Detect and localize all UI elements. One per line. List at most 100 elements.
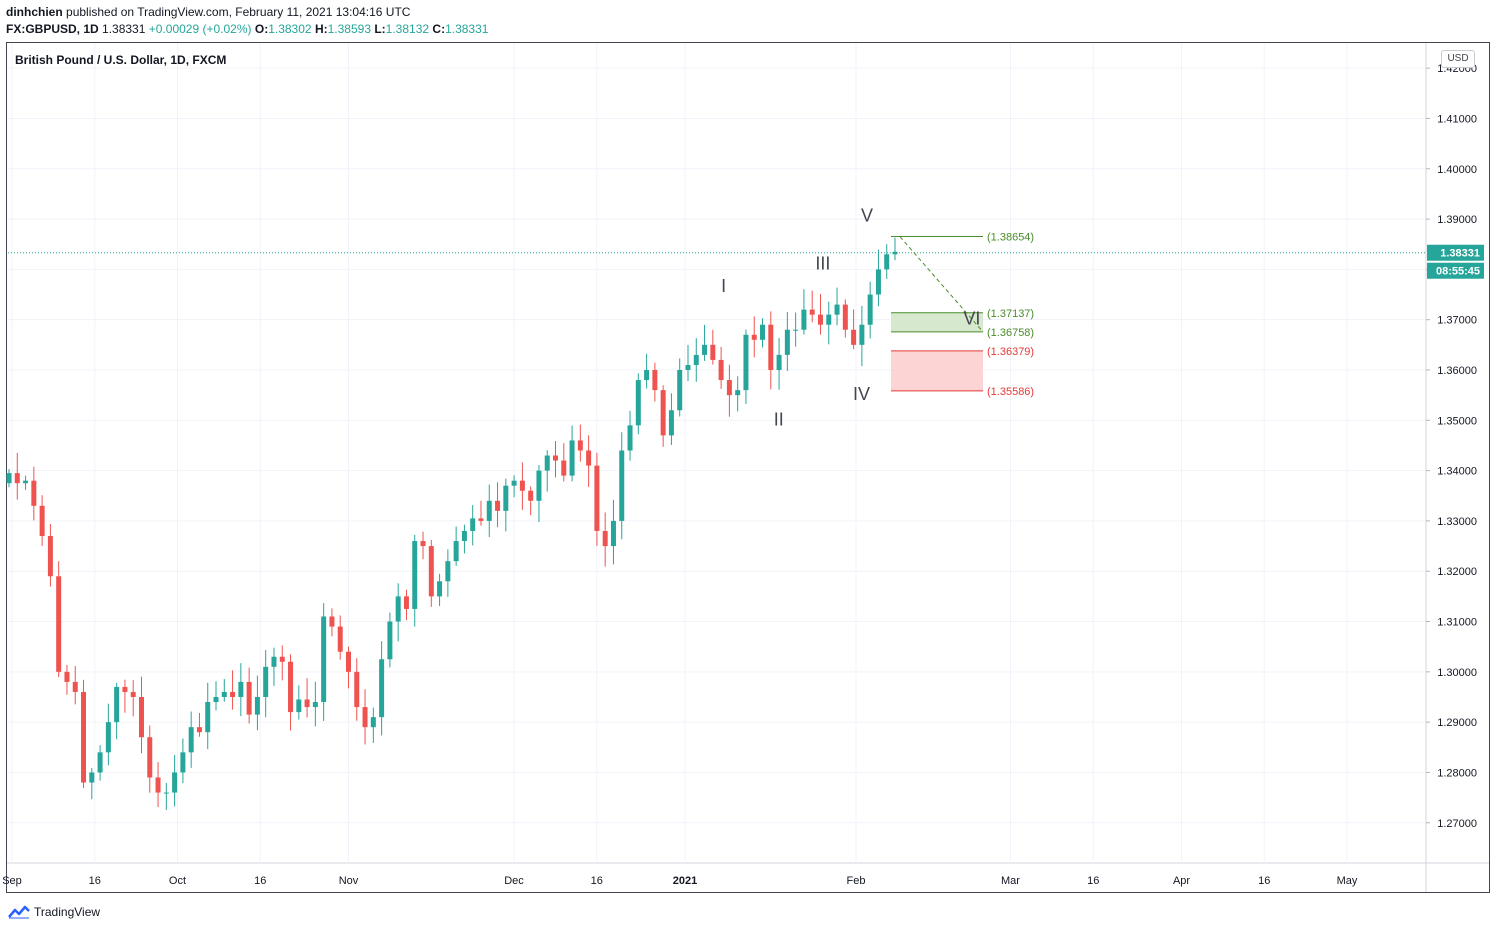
y-tick-label: 1.37000: [1437, 315, 1477, 327]
candle-body: [718, 359, 724, 381]
candle-body: [635, 380, 641, 426]
countdown-badge: [1427, 262, 1484, 279]
candle: [635, 373, 641, 435]
candle: [105, 703, 111, 766]
candle-body: [702, 344, 708, 355]
candle-body: [254, 696, 260, 715]
candle-body: [97, 752, 103, 773]
candle: [726, 364, 732, 417]
candle-body: [81, 691, 87, 783]
candle-body: [172, 772, 178, 793]
candle-body: [138, 696, 144, 738]
candle: [254, 675, 260, 731]
candle-body: [428, 546, 434, 597]
candle: [64, 664, 70, 695]
y-tick-label: 1.30000: [1437, 667, 1477, 679]
candle-body: [180, 752, 186, 773]
candle-body: [776, 354, 782, 370]
candle: [238, 663, 244, 717]
wave-label: VI: [963, 309, 980, 329]
candle-body: [329, 616, 335, 627]
candle-body: [163, 792, 169, 794]
candle: [312, 681, 318, 727]
y-tick-label: 1.39000: [1437, 214, 1477, 226]
tradingview-brand[interactable]: TradingView: [34, 905, 101, 919]
candle-body: [246, 681, 252, 715]
candle-body: [147, 737, 153, 778]
x-tick-label: Feb: [847, 875, 866, 887]
candle: [31, 466, 37, 521]
candle-body: [64, 671, 70, 682]
candle: [271, 647, 277, 686]
candle: [354, 658, 360, 721]
open-label: O:: [254, 22, 269, 36]
candle: [155, 762, 161, 808]
candle-body: [793, 329, 799, 331]
candle: [793, 312, 799, 347]
chart-title: British Pound / U.S. Dollar, 1D, FXCM: [15, 53, 227, 67]
candle-body: [379, 659, 385, 718]
price-axis[interactable]: 1.420001.410001.400001.390001.380001.370…: [1426, 63, 1484, 830]
candle: [230, 670, 236, 710]
y-tick-label: 1.36000: [1437, 365, 1477, 377]
candle-body: [809, 309, 815, 315]
candle: [445, 549, 451, 597]
candle: [652, 362, 658, 402]
candle-body: [304, 699, 310, 708]
candle: [163, 782, 169, 810]
candle: [718, 346, 724, 389]
candle: [702, 324, 708, 361]
time-axis[interactable]: Sep 16 Oct 16 Nov Dec 16 2021 Feb Mar 16 Apr 16 May: [2, 875, 1358, 887]
candle-body: [685, 364, 691, 370]
price-badge-text: 1.38331: [1440, 248, 1480, 260]
candle: [768, 311, 774, 390]
y-tick-label: 1.40000: [1437, 164, 1477, 176]
candle-body: [354, 671, 360, 708]
high-value: 1.38593: [327, 22, 371, 36]
candle: [263, 650, 269, 718]
candle: [370, 707, 376, 743]
candle-body: [337, 626, 343, 652]
candle: [461, 524, 467, 554]
candle: [677, 358, 683, 417]
level-label: (1.36379): [987, 346, 1034, 358]
candle: [196, 712, 202, 737]
level-label: (1.38654): [987, 231, 1034, 243]
author-name[interactable]: dinhchien: [6, 5, 63, 19]
candle: [577, 424, 583, 462]
candle-body: [39, 505, 45, 537]
candle-body: [826, 314, 832, 325]
candle-body: [710, 344, 716, 360]
candle-body: [801, 309, 807, 330]
x-tick-label: 16: [591, 875, 603, 887]
candle: [387, 612, 393, 668]
candle-body: [188, 727, 194, 753]
candle: [660, 385, 666, 447]
candles: [6, 237, 898, 810]
candle: [362, 689, 368, 745]
candle: [503, 478, 509, 532]
price-badge: [1427, 244, 1484, 261]
candle-body: [867, 294, 873, 325]
candle: [395, 583, 401, 642]
candle: [188, 711, 194, 768]
candle: [337, 615, 343, 660]
tradingview-logo-icon[interactable]: [8, 905, 30, 919]
candle-body: [89, 772, 95, 783]
candle-body: [56, 576, 62, 672]
x-tick-label: Oct: [169, 875, 186, 887]
candle-body: [751, 334, 757, 340]
candle: [470, 505, 476, 546]
candle: [544, 450, 550, 492]
candle-body: [296, 699, 302, 713]
level-zones: [891, 312, 983, 391]
symbol-label: FX:GBPUSD, 1D: [6, 22, 99, 36]
candle-body: [760, 324, 766, 340]
candle: [602, 512, 608, 567]
currency-button[interactable]: USD: [1441, 50, 1475, 68]
x-tick-label: 16: [1258, 875, 1270, 887]
y-tick-label: 1.28000: [1437, 767, 1477, 779]
candle-body: [602, 530, 608, 547]
countdown-badge-text: 08:55:45: [1436, 266, 1480, 278]
